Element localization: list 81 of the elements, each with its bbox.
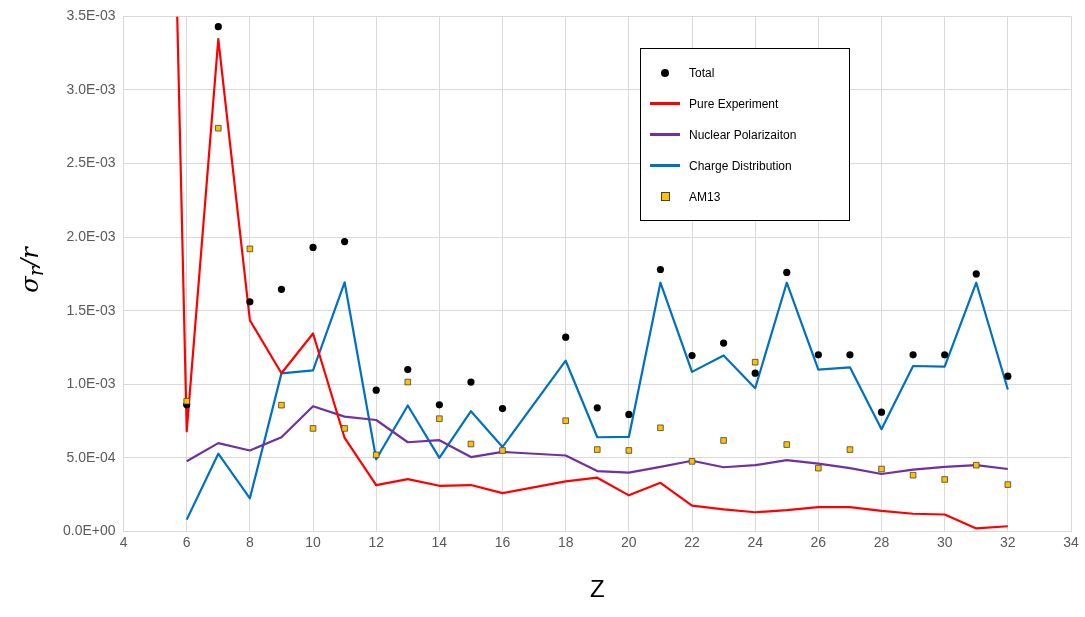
point [214,23,222,31]
point [341,425,348,432]
x-tick-label: 22 [684,533,701,550]
point [404,365,412,374]
point [909,351,917,359]
point [688,458,696,465]
point [625,410,633,419]
point [877,408,886,416]
point [815,464,822,472]
x-axis-title: Z [589,575,605,603]
point [435,401,443,409]
point [593,404,601,412]
point [878,465,885,473]
x-tick-label: 20 [621,533,637,550]
point [467,378,475,386]
point [751,369,759,377]
point [372,386,380,394]
y-tick-label: 3.0E-03 [66,80,116,97]
point [625,447,633,454]
y-tick-label: 2.0E-03 [66,227,116,244]
legend-label: AM13 [689,189,721,204]
point [467,440,475,448]
point [720,437,727,444]
point [720,339,728,347]
x-tick-label: 28 [873,533,890,550]
point [436,415,443,422]
point [183,397,190,405]
x-tick-label: 8 [245,533,254,550]
point [562,333,570,341]
point [941,351,949,359]
point [909,471,917,479]
x-tick-label: 24 [747,533,764,550]
point [751,358,759,366]
legend-label: Nuclear Polarizaiton [689,127,797,142]
legend-label: Charge Distribution [689,158,792,173]
x-tick-label: 4 [119,533,128,550]
legend-label: Total [689,65,715,80]
point [309,425,317,432]
point [688,351,696,360]
point [1004,372,1012,380]
x-tick-label: 18 [557,533,574,550]
point [846,351,854,359]
y-tick-label: 3.5E-03 [66,7,116,24]
legend-label: Pure Experiment [689,96,779,111]
x-tick-label: 6 [182,533,191,550]
point [814,351,822,359]
x-tick-label: 10 [305,533,322,550]
point [246,245,254,253]
x-tick-label: 26 [810,533,827,550]
y-tick-label: 5.0E-04 [66,448,116,465]
point [215,125,222,132]
point [973,461,980,469]
y-tick-label: 0.0E+00 [62,522,116,539]
point [594,446,601,453]
point [941,476,948,483]
point [372,451,380,459]
point [783,268,791,277]
x-tick-label: 16 [494,533,511,550]
x-tick-label: 14 [431,533,448,550]
x-tick-label: 12 [368,533,385,550]
point [656,265,665,274]
y-tick-label: 2.5E-03 [66,154,116,171]
point [277,285,286,293]
point [341,237,349,246]
point [657,424,664,432]
point [499,447,506,454]
point [246,298,254,306]
point [846,446,854,453]
point [1004,481,1012,488]
point [498,404,507,413]
point [309,243,317,252]
x-tick-label: 30 [936,533,953,550]
y-tick-label: 1.5E-03 [66,301,116,318]
point [562,417,569,424]
point [972,270,980,278]
point [783,441,790,448]
x-tick-label: 34 [1063,533,1079,550]
y-tick-label: 1.0E-03 [66,375,116,392]
point [404,378,412,386]
x-tick-label: 32 [1000,533,1016,550]
point [278,401,285,409]
